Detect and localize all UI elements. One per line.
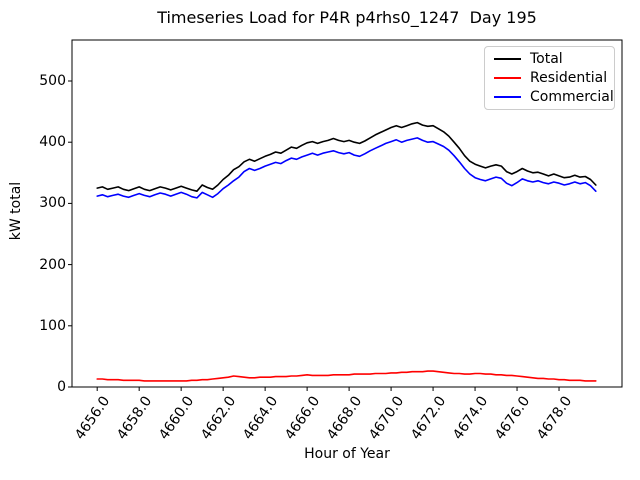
y-axis-label: kW total: [8, 181, 24, 241]
legend-item-total: Total: [485, 49, 614, 68]
y-tick-label: 400: [39, 134, 66, 151]
legend-line-commercial-icon: [494, 96, 521, 99]
residential-line: [96, 370, 597, 382]
y-tick-label: 200: [39, 256, 66, 273]
legend-item-residential: Residential: [485, 68, 614, 87]
legend-label-commercial: Commercial: [530, 89, 614, 106]
y-tick-label: 500: [39, 73, 66, 89]
plot-border: [71, 39, 623, 388]
chart-title: Timeseries Load for P4R p4rhs0_1247 Day …: [157, 8, 537, 27]
legend-label-total: Total: [530, 50, 563, 67]
y-tick-label: 100: [39, 317, 66, 334]
legend-label-residential: Residential: [530, 69, 608, 86]
legend-line-residential-icon: [494, 76, 521, 79]
y-tick-label: 0: [57, 379, 66, 395]
commercial-line: [96, 137, 597, 199]
y-tick-label: 300: [39, 195, 66, 212]
legend: Total Residential Commercial: [484, 46, 615, 110]
x-axis-label: Hour of Year: [304, 446, 390, 462]
legend-item-commercial: Commercial: [485, 88, 614, 107]
legend-line-total-icon: [494, 57, 521, 60]
total-line: [96, 121, 597, 192]
